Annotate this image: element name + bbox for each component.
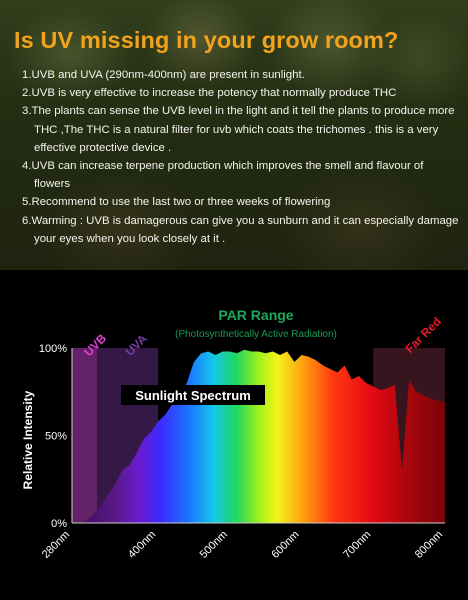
par-range-label: PAR Range (218, 307, 293, 323)
svg-text:800nm: 800nm (413, 529, 445, 561)
band-uvb (72, 348, 98, 523)
point-item: 6.Warming : UVB is damagerous can give y… (22, 214, 459, 245)
series-label: Sunlight Spectrum (135, 388, 251, 403)
point-item: 4.UVB can increase terpene production wh… (22, 160, 424, 191)
svg-text:500nm: 500nm (198, 529, 230, 561)
spectrum-chart: PAR Range (Photosynthetically Active Rad… (0, 270, 468, 600)
svg-text:Relative Intensity: Relative Intensity (21, 390, 35, 489)
infographic-panel: Is UV missing in your grow room? 1.UVB a… (0, 0, 468, 270)
y-tick-label: 100% (39, 343, 67, 355)
y-tick-label: 0% (51, 518, 67, 530)
point-item: 2.UVB is very effective to increase the … (22, 87, 397, 100)
x-tick-label: 400nm (126, 529, 158, 561)
x-tick-label: 280nm (40, 529, 72, 561)
x-tick-label: 500nm (198, 529, 230, 561)
series-label-box (121, 385, 265, 405)
point-item: 5.Recommend to use the last two or three… (22, 196, 331, 209)
x-tick-labels: 280nm 400nm 500nm 600nm 700nm 800nm (40, 529, 445, 561)
y-tick-labels: 0% 50% 100% (39, 343, 67, 530)
axis-lines (71, 348, 445, 524)
points-list: 1.UVB and UVA (290nm-400nm) are present … (22, 66, 460, 248)
x-tick-label: 800nm (413, 529, 445, 561)
svg-text:700nm: 700nm (341, 529, 373, 561)
x-tick-label: 600nm (269, 529, 301, 561)
svg-text:400nm: 400nm (126, 529, 158, 561)
background-photo (0, 0, 468, 270)
point-item: 3.The plants can sense the UVB level in … (22, 105, 455, 154)
spectrum-area (72, 349, 445, 523)
spectrum-svg: PAR Range (Photosynthetically Active Rad… (21, 307, 445, 561)
y-tick-label: 50% (45, 431, 67, 443)
point-item: 1.UVB and UVA (290nm-400nm) are present … (22, 69, 305, 81)
par-range-sublabel: (Photosynthetically Active Radiation) (175, 329, 337, 340)
svg-text:600nm: 600nm (269, 529, 301, 561)
y-axis-label: Relative Intensity (21, 390, 35, 489)
headline: Is UV missing in your grow room? (14, 27, 399, 53)
x-tick-label: 700nm (341, 529, 373, 561)
svg-text:280nm: 280nm (40, 529, 72, 561)
